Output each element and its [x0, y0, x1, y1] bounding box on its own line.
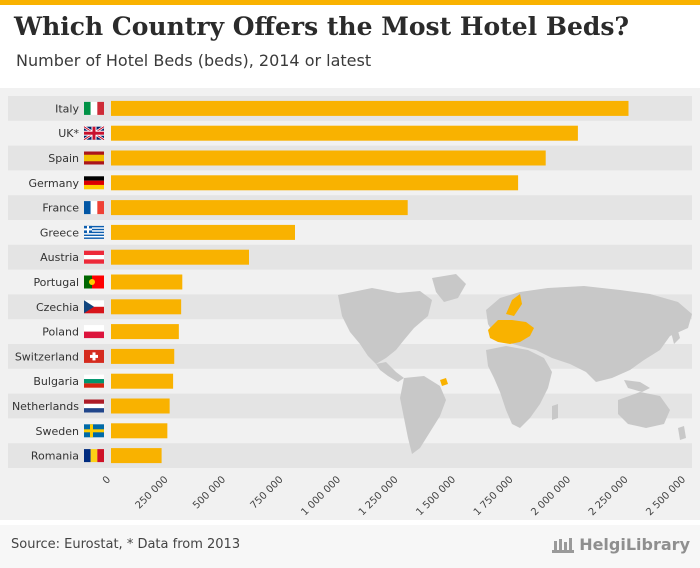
x-tick-label: 1 750 000 — [472, 474, 516, 518]
bar — [111, 100, 629, 116]
romania-flag — [84, 449, 104, 463]
x-tick-label: 2 000 000 — [529, 474, 573, 518]
library-icon — [552, 537, 575, 553]
row-band — [8, 393, 692, 419]
x-tick-label: 750 000 — [249, 474, 286, 511]
bars — [111, 100, 629, 464]
bar — [111, 448, 162, 464]
bar — [111, 324, 179, 340]
uk-flag — [83, 125, 105, 141]
category-label: Portugal — [33, 276, 79, 289]
bar — [111, 224, 295, 240]
poland-flag — [84, 325, 104, 339]
category-label: France — [42, 202, 79, 215]
category-label: Germany — [28, 177, 79, 190]
x-tick-label: 1 250 000 — [357, 474, 401, 518]
bar — [111, 398, 170, 414]
bar — [111, 175, 519, 191]
chart-subtitle: Number of Hotel Beds (beds), 2014 or lat… — [16, 51, 372, 70]
greece-flag — [84, 225, 104, 239]
source-note: Source: Eurostat, * Data from 2013 — [11, 537, 241, 552]
category-label: Netherlands — [12, 400, 79, 413]
x-tick-label: 250 000 — [134, 474, 171, 511]
bar — [111, 249, 249, 265]
category-label: Austria — [40, 251, 79, 264]
chart-area: Italy UK* Spain Germany France Greece Austria P… — [0, 88, 700, 520]
bar — [111, 200, 408, 216]
row-band — [8, 443, 692, 468]
italy-flag — [84, 101, 104, 115]
x-tick-label: 2 250 000 — [587, 474, 631, 518]
row-band — [8, 244, 692, 270]
bar — [111, 299, 182, 315]
category-label: Spain — [48, 152, 79, 165]
x-tick-label: 1 500 000 — [414, 474, 458, 518]
sweden-flag — [84, 424, 104, 438]
bar — [111, 274, 183, 290]
bar — [111, 348, 175, 364]
category-label: Sweden — [36, 425, 79, 438]
category-label: Poland — [42, 326, 79, 339]
category-label: Romania — [31, 450, 79, 463]
bar — [111, 423, 168, 439]
x-tick-label: 500 000 — [191, 474, 228, 511]
bar — [111, 125, 578, 141]
bulgaria-flag — [84, 374, 104, 388]
x-tick-label: 2 500 000 — [644, 474, 688, 518]
category-label: Czechia — [36, 301, 79, 314]
category-label: Italy — [55, 102, 79, 115]
category-label: Greece — [40, 226, 79, 239]
czechia-flag — [84, 300, 104, 314]
bar — [111, 150, 546, 166]
brand-logo: HelgiLibrary — [551, 535, 690, 554]
bar-chart: Italy UK* Spain Germany France Greece Austria P… — [8, 96, 692, 518]
category-label: Switzerland — [15, 350, 79, 363]
bar — [111, 373, 174, 389]
switzerland-flag — [84, 349, 104, 363]
category-label: Bulgaria — [33, 375, 79, 388]
spain-flag — [84, 151, 104, 165]
netherlands-flag — [84, 399, 104, 413]
germany-flag — [84, 176, 104, 190]
footer: Source: Eurostat, * Data from 2013 Helgi… — [0, 525, 700, 568]
world-map — [338, 274, 692, 454]
chart-title: Which Country Offers the Most Hotel Beds… — [14, 12, 630, 41]
x-tick-label: 0 — [101, 474, 113, 486]
x-tick-label: 1 000 000 — [299, 474, 343, 518]
accent-top-bar — [0, 0, 700, 5]
brand-name: HelgiLibrary — [579, 535, 690, 554]
austria-flag — [84, 250, 104, 264]
portugal-flag — [84, 275, 104, 289]
category-label: UK* — [58, 127, 79, 140]
france-flag — [84, 201, 104, 215]
europe-highlight — [440, 294, 534, 386]
